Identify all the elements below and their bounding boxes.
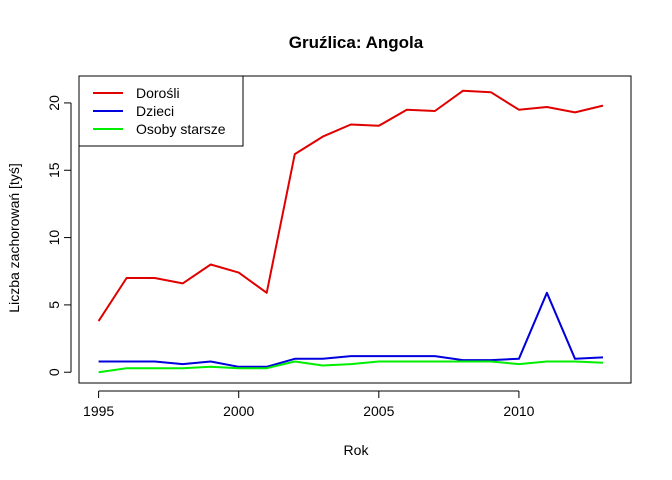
legend-label: Dorośli [136, 85, 180, 101]
x-axis-label: Rok [344, 442, 370, 458]
y-axis-label: Liczba zachorowań [tyś] [6, 163, 22, 312]
y-tick-label: 5 [46, 301, 62, 309]
axes: 1995 2000 2005 2010 0 5 10 15 20 [46, 95, 535, 419]
series-lines [97, 89, 604, 374]
x-tick-label: 2005 [363, 403, 394, 419]
legend: Dorośli Dzieci Osoby starsze [78, 75, 244, 147]
y-tick-label: 0 [46, 368, 62, 376]
y-tick-label: 20 [46, 95, 62, 111]
series-line-osoby-starsze [98, 360, 604, 374]
x-tick-label: 2010 [503, 403, 534, 419]
y-tick-label: 15 [46, 162, 62, 178]
legend-label: Dzieci [136, 103, 174, 119]
series-line-dzieci [98, 291, 604, 368]
y-tick-label: 10 [46, 230, 62, 246]
x-tick-label: 2000 [223, 403, 254, 419]
legend-label: Osoby starsze [136, 121, 226, 137]
x-tick-label: 1995 [83, 403, 114, 419]
series-line-dorośli [97, 89, 604, 322]
plot-frame [78, 75, 632, 384]
chart-title: Gruźlica: Angola [289, 33, 424, 52]
